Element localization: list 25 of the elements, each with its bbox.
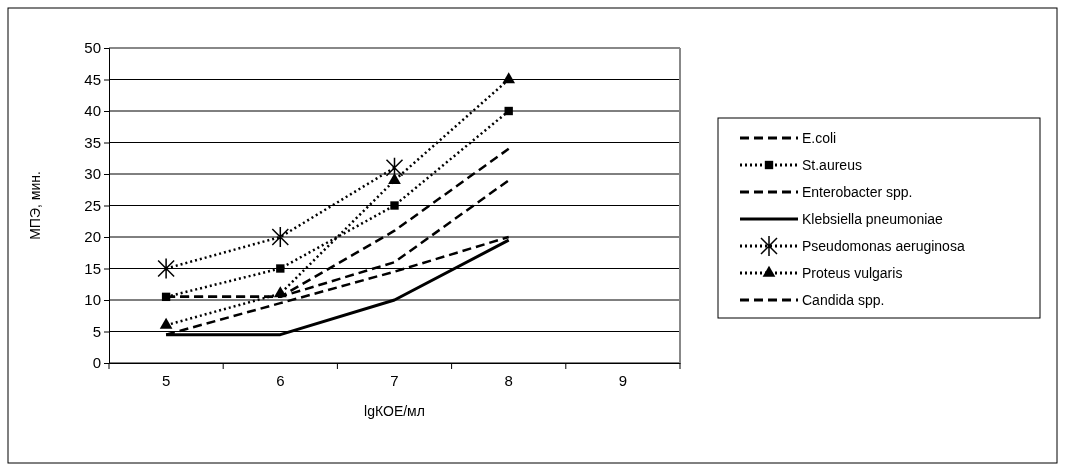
y-tick-label: 20 xyxy=(84,228,101,246)
x-tick-label: 9 xyxy=(618,371,628,389)
x-tick-label: 8 xyxy=(504,371,513,389)
y-axis-title: МПЭ, мин. xyxy=(27,171,43,240)
x-tick-label: 7 xyxy=(390,371,399,389)
x-axis-title: lgКОЕ/мл xyxy=(364,403,425,419)
x-tick-label: 6 xyxy=(276,371,285,389)
y-tick-label: 45 xyxy=(84,70,101,88)
y-tick-label: 10 xyxy=(84,291,101,309)
legend-label: St.aureus xyxy=(802,157,862,173)
y-tick-label: 40 xyxy=(84,102,101,120)
legend-label: Candida spp. xyxy=(802,292,885,308)
y-tick-label: 25 xyxy=(84,196,101,214)
legend-label: Enterobacter spp. xyxy=(802,184,913,200)
y-tick-label: 30 xyxy=(84,165,101,183)
legend-label: Pseudomonas aeruginosa xyxy=(802,238,965,254)
y-tick-label: 0 xyxy=(92,354,101,372)
legend-label: E.coli xyxy=(802,130,837,146)
y-tick-label: 5 xyxy=(92,322,101,340)
y-tick-label: 15 xyxy=(84,259,101,277)
x-tick-label: 5 xyxy=(161,371,171,389)
legend-label: Klebsiella pneumoniae xyxy=(802,211,944,227)
legend-label: Proteus vulgaris xyxy=(802,265,903,281)
y-tick-label: 50 xyxy=(84,39,101,57)
y-tick-label: 35 xyxy=(84,133,101,151)
